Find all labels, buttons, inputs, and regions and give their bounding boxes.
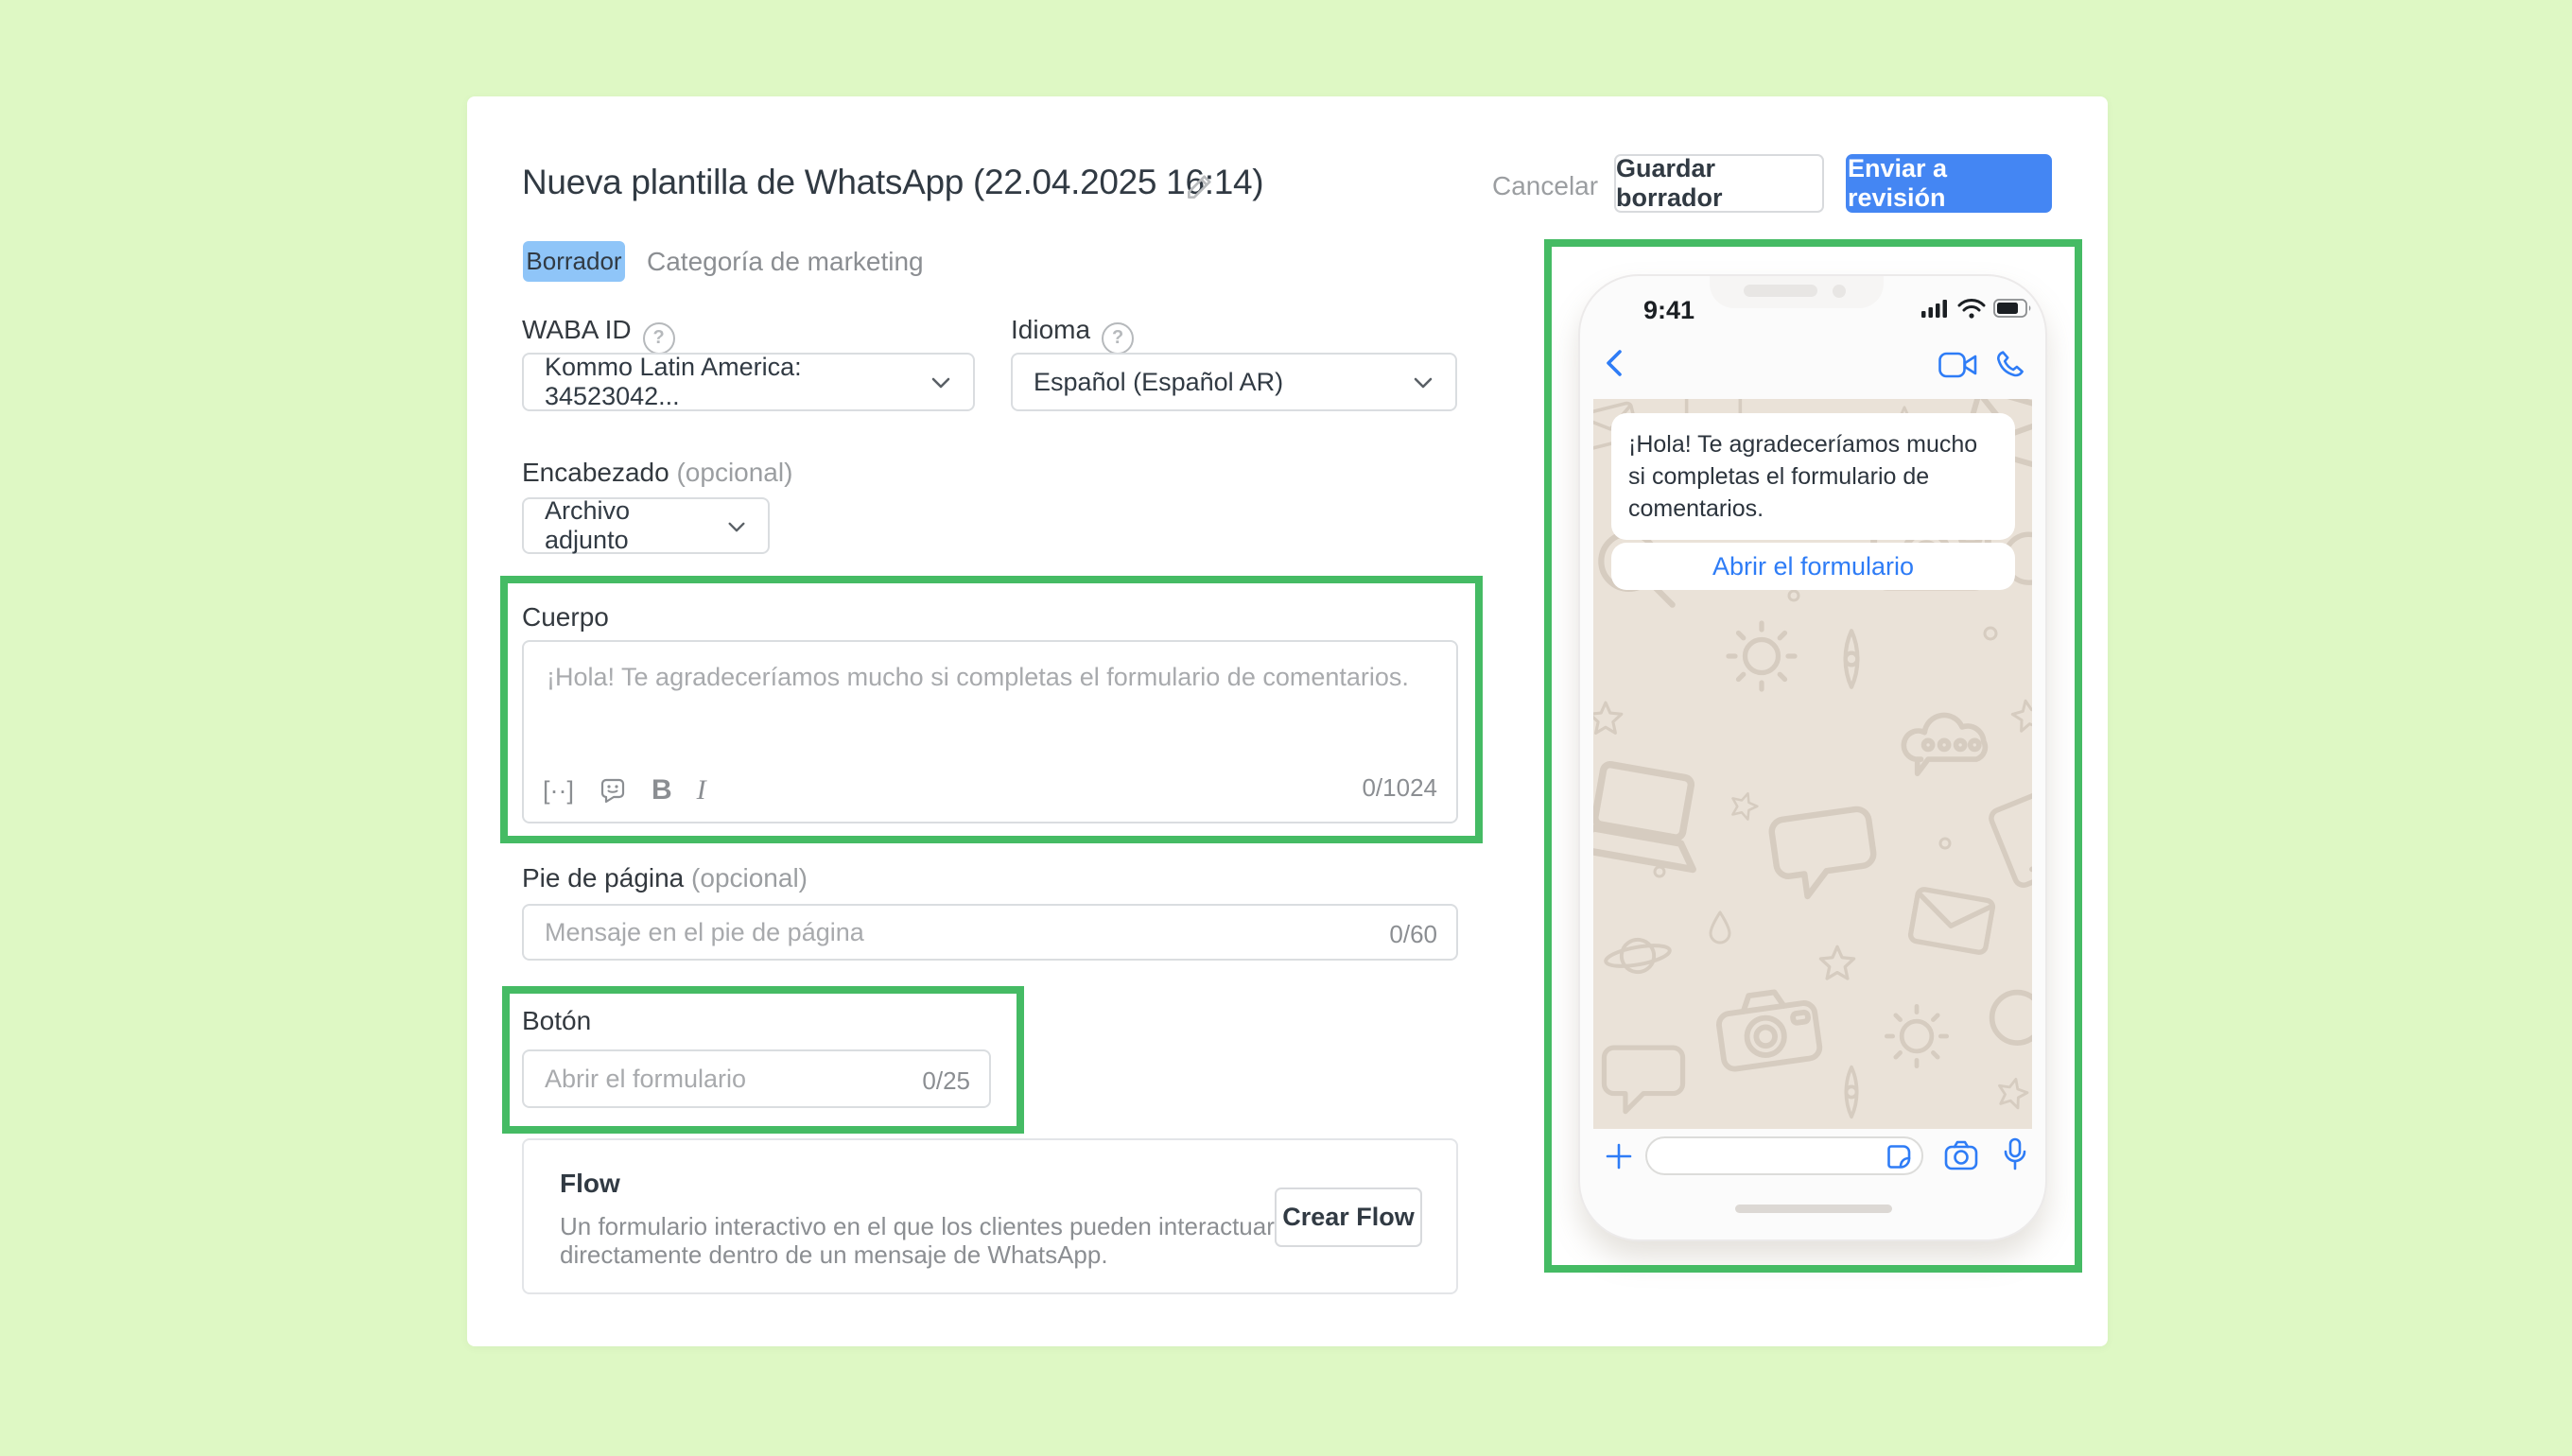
header-field-label: Encabezado (opcional) xyxy=(522,458,793,487)
footer-field-label: Pie de página (opcional) xyxy=(522,863,808,893)
button-field-wrap: 0/25 xyxy=(522,1049,991,1108)
flow-box: Flow Un formulario interactivo en el que… xyxy=(522,1138,1458,1294)
edit-pencil-icon[interactable] xyxy=(1184,172,1214,207)
variable-icon[interactable]: [··] xyxy=(543,775,574,805)
sticker-icon[interactable] xyxy=(1886,1144,1912,1174)
chevron-down-icon xyxy=(930,368,952,397)
footer-counter: 0/60 xyxy=(1389,920,1437,948)
emoji-icon[interactable] xyxy=(599,776,627,805)
phone-time: 9:41 xyxy=(1643,296,1695,324)
body-textarea[interactable] xyxy=(522,640,1458,823)
chevron-down-icon xyxy=(726,511,747,541)
button-field-label: Botón xyxy=(522,1006,592,1035)
button-counter: 0/25 xyxy=(922,1066,970,1095)
flow-title: Flow xyxy=(560,1169,620,1198)
microphone-icon[interactable] xyxy=(2003,1137,2027,1178)
waba-id-label: WABA ID? xyxy=(522,315,675,355)
home-indicator[interactable] xyxy=(1735,1205,1892,1213)
waba-id-select[interactable]: Kommo Latin America: 34523042... xyxy=(522,353,975,411)
footer-field-wrap: 0/60 xyxy=(522,904,1458,961)
signal-icon xyxy=(1921,299,1950,324)
battery-icon xyxy=(1993,298,2033,323)
flow-description-line1: Un formulario interactivo en el que los … xyxy=(560,1212,1275,1240)
save-draft-button[interactable]: Guardar borrador xyxy=(1614,154,1824,213)
button-text-input[interactable] xyxy=(522,1049,991,1108)
send-review-button[interactable]: Enviar a revisión xyxy=(1846,154,2052,213)
italic-icon[interactable]: I xyxy=(696,774,706,806)
create-flow-button[interactable]: Crear Flow xyxy=(1275,1187,1422,1247)
footer-input[interactable] xyxy=(522,904,1458,961)
notch-speaker xyxy=(1744,285,1817,297)
back-icon[interactable] xyxy=(1602,347,1626,384)
video-call-icon[interactable] xyxy=(1938,352,1978,383)
status-badge: Borrador xyxy=(523,241,625,282)
attach-plus-icon[interactable] xyxy=(1605,1142,1633,1175)
body-counter: 0/1024 xyxy=(1362,773,1437,802)
language-label: Idioma? xyxy=(1011,315,1135,355)
message-bubble: ¡Hola! Te agradeceríamos mucho si comple… xyxy=(1611,413,2015,540)
body-toolbar: [··] B I xyxy=(543,774,706,806)
language-select[interactable]: Español (Español AR) xyxy=(1011,353,1457,411)
chevron-down-icon xyxy=(1412,368,1434,397)
bold-icon[interactable]: B xyxy=(652,774,672,806)
open-form-button[interactable]: Abrir el formulario xyxy=(1611,543,2015,590)
waba-help-icon[interactable]: ? xyxy=(642,321,675,355)
page-title: Nueva plantilla de WhatsApp (22.04.2025 … xyxy=(522,163,1264,201)
category-label: Categoría de marketing xyxy=(647,247,924,276)
header-type-select[interactable]: Archivo adjunto xyxy=(522,496,770,554)
camera-icon[interactable] xyxy=(1944,1140,1978,1175)
body-label: Cuerpo xyxy=(522,602,609,632)
body-field-wrap: [··] B I 0/1024 xyxy=(522,640,1458,823)
language-help-icon[interactable]: ? xyxy=(1102,321,1135,355)
flow-description-line2: directamente dentro de un mensaje de Wha… xyxy=(560,1240,1108,1269)
voice-call-icon[interactable] xyxy=(1997,350,2025,383)
cancel-button[interactable]: Cancelar xyxy=(1492,171,1599,200)
doodle-pattern xyxy=(1593,399,2032,1129)
wifi-icon xyxy=(1957,298,1986,323)
message-input[interactable] xyxy=(1645,1136,1923,1175)
notch-camera xyxy=(1833,285,1846,298)
